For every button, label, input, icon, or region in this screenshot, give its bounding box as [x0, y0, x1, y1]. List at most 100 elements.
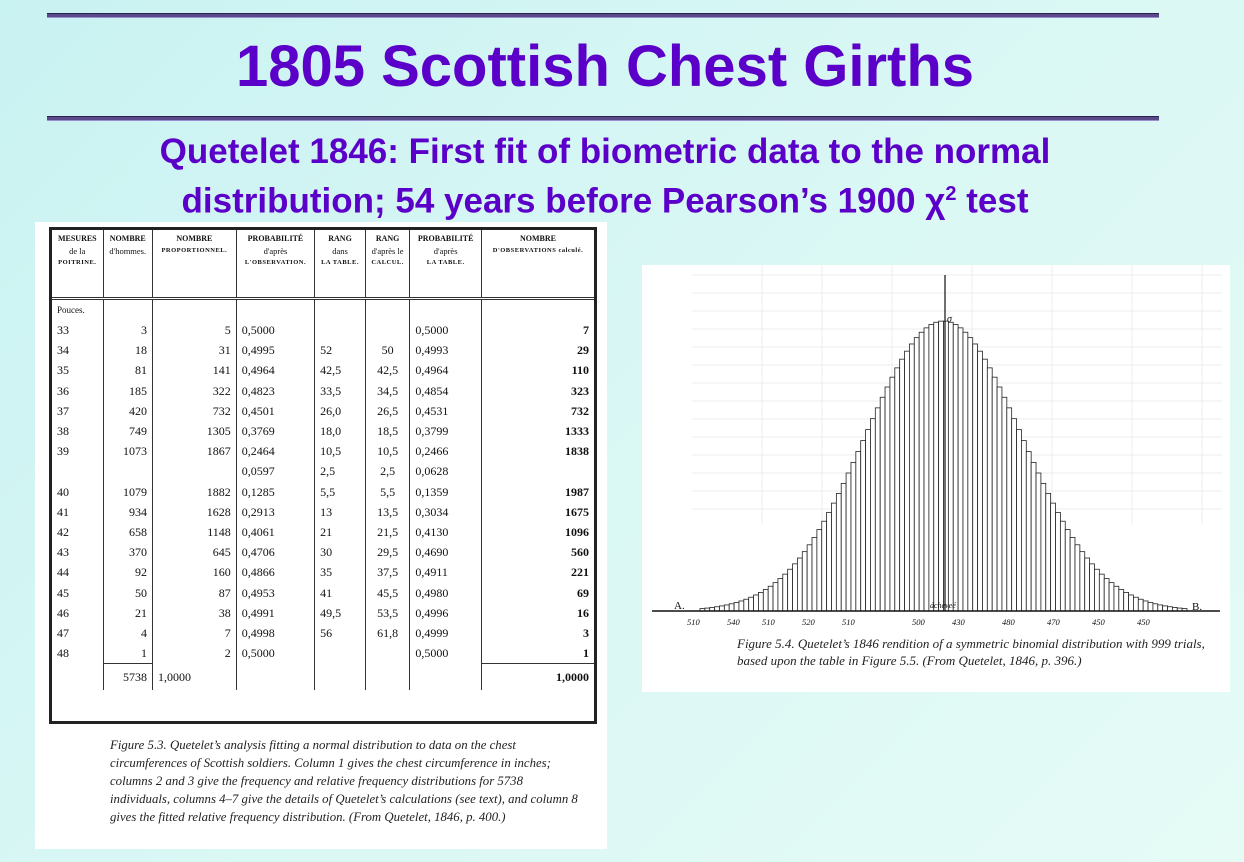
- table-cell: 38: [152, 602, 237, 623]
- table-cell: 5,5: [365, 481, 411, 502]
- subtitle-line2-end: test: [956, 181, 1029, 221]
- table-cell: 1305: [152, 420, 237, 442]
- table-row: 42 658 1148 0,4061 21 21,5 0,4130 1096: [52, 521, 594, 543]
- table-cell: [152, 298, 237, 320]
- header-sub: d'après: [263, 246, 288, 256]
- table-cell: 0,4964: [236, 360, 316, 381]
- table-cell: 1096: [565, 524, 589, 539]
- header-main: NOMBRE: [109, 234, 146, 243]
- subtitle-superscript: 2: [945, 183, 957, 205]
- histogram-bar: [787, 568, 793, 612]
- table-cell: 39: [52, 441, 104, 462]
- table-cell: 934: [103, 501, 153, 522]
- table-cell: [52, 663, 104, 691]
- table-cell: 52: [314, 340, 366, 361]
- histogram-bar: [767, 585, 774, 612]
- histogram-bar: [753, 594, 759, 612]
- table-header-cell: NOMBRE PROPORTIONNEL.: [152, 230, 237, 300]
- binomial-histogram: A. B. σ 510 540 510 520 510 500 430 480 470 450 450 ác…: [652, 275, 1220, 627]
- histogram-bar: [850, 461, 857, 612]
- table-cell: 4: [103, 622, 153, 643]
- histogram-bar: [743, 598, 750, 612]
- table-cell: 50: [103, 582, 153, 603]
- table-cell: 0,4823: [236, 380, 316, 401]
- tick-label: 470: [1047, 617, 1061, 627]
- table-cell: [314, 663, 366, 691]
- histogram-bar: [1001, 396, 1008, 612]
- histogram-bar: [947, 321, 954, 612]
- histogram-bar: [865, 429, 871, 612]
- table-cell: [365, 663, 411, 691]
- header-caps: LA TABLE.: [321, 259, 359, 266]
- table-row: 38 749 1305 0,3769 18,0 18,5 0,3799 1333: [52, 420, 594, 442]
- tick-label: 520: [802, 617, 816, 627]
- table-cell: 1675: [565, 504, 589, 519]
- histogram-bar: [796, 557, 803, 612]
- table-cell: 1079: [103, 481, 153, 502]
- header-sub: d'après: [433, 246, 458, 256]
- histogram-bar: [772, 582, 779, 612]
- table-cell: [314, 298, 366, 320]
- table-cell: [152, 461, 237, 482]
- table-cell: 1: [583, 646, 589, 661]
- table-cell: 33,5: [314, 380, 366, 401]
- histogram-bar: [801, 551, 808, 612]
- histogram-bar: [913, 337, 920, 612]
- tick-label: 450: [1092, 617, 1106, 627]
- table-cell: 0,4706: [236, 542, 316, 563]
- table-cell: 160: [152, 562, 237, 583]
- histogram-bar: [1098, 573, 1105, 612]
- histogram-bar: [816, 529, 823, 612]
- slide-title: 1805 Scottish Chest Girths: [235, 34, 975, 99]
- table-cell: 0,4980: [409, 582, 482, 603]
- header-sub: de la: [69, 246, 86, 256]
- table-cell: 42: [52, 521, 104, 543]
- table-cell: 18: [103, 340, 153, 361]
- table-cell: 0,0597: [236, 461, 316, 482]
- table-cell: 1882: [152, 481, 237, 502]
- table-cell: [236, 298, 316, 320]
- histogram-bar: [845, 472, 852, 612]
- histogram-bar: [884, 386, 891, 612]
- histogram-bar: [831, 502, 837, 612]
- table-cell: 5,5: [314, 481, 366, 502]
- histogram-bar: [777, 578, 784, 612]
- header-main: RANG: [375, 234, 400, 243]
- table-cell: 36: [52, 380, 104, 401]
- histogram-bar: [1103, 578, 1110, 612]
- table-cell: 1073: [103, 441, 153, 462]
- table-cell: 0,2464: [236, 441, 316, 462]
- table-cell: 5: [152, 320, 237, 341]
- histogram-bar: [1035, 472, 1042, 612]
- table-cell: 0,4501: [236, 400, 316, 421]
- histogram-bar: [928, 324, 935, 612]
- table-cell: 1867: [152, 441, 237, 462]
- table-cell: 0,3769: [236, 420, 316, 442]
- histogram-bar: [748, 596, 754, 612]
- tick-label: 500: [912, 617, 926, 627]
- table-cell: [314, 643, 366, 664]
- slide-subtitle: Quetelet 1846: First fit of biometric da…: [0, 130, 1210, 223]
- histogram-bar: [870, 418, 876, 612]
- histogram-figure-panel: A. B. σ 510 540 510 520 510 500 430 480 470 450 450 ác…: [642, 265, 1230, 692]
- table-cell: 0,4531: [409, 400, 482, 421]
- histogram-bar: [909, 343, 915, 612]
- table-cell: 0,4953: [236, 582, 316, 603]
- histogram-bar: [889, 376, 896, 612]
- histogram-bar: [1059, 520, 1066, 612]
- table-row: 37 420 732 0,4501 26,0 26,5 0,4531 732: [52, 400, 594, 421]
- table-row: 43 370 645 0,4706 30 29,5 0,4690 560: [52, 542, 594, 563]
- table-cell: 43: [52, 542, 104, 563]
- table-cell: 658: [103, 521, 153, 543]
- table-cell: 0,1359: [409, 481, 482, 502]
- table-cell: 2: [152, 643, 237, 664]
- histogram-bar: [1025, 451, 1032, 612]
- histogram-bar: [899, 358, 905, 612]
- subtitle-line1: Quetelet 1846: First fit of biometric da…: [159, 132, 1051, 171]
- table-cell: 1838: [565, 444, 589, 459]
- table-cell: [365, 643, 411, 664]
- table-cell: 33: [52, 320, 104, 341]
- table-cell: 42,5: [365, 360, 411, 381]
- histogram-bar: [918, 331, 925, 612]
- histogram-bar: [1137, 598, 1144, 612]
